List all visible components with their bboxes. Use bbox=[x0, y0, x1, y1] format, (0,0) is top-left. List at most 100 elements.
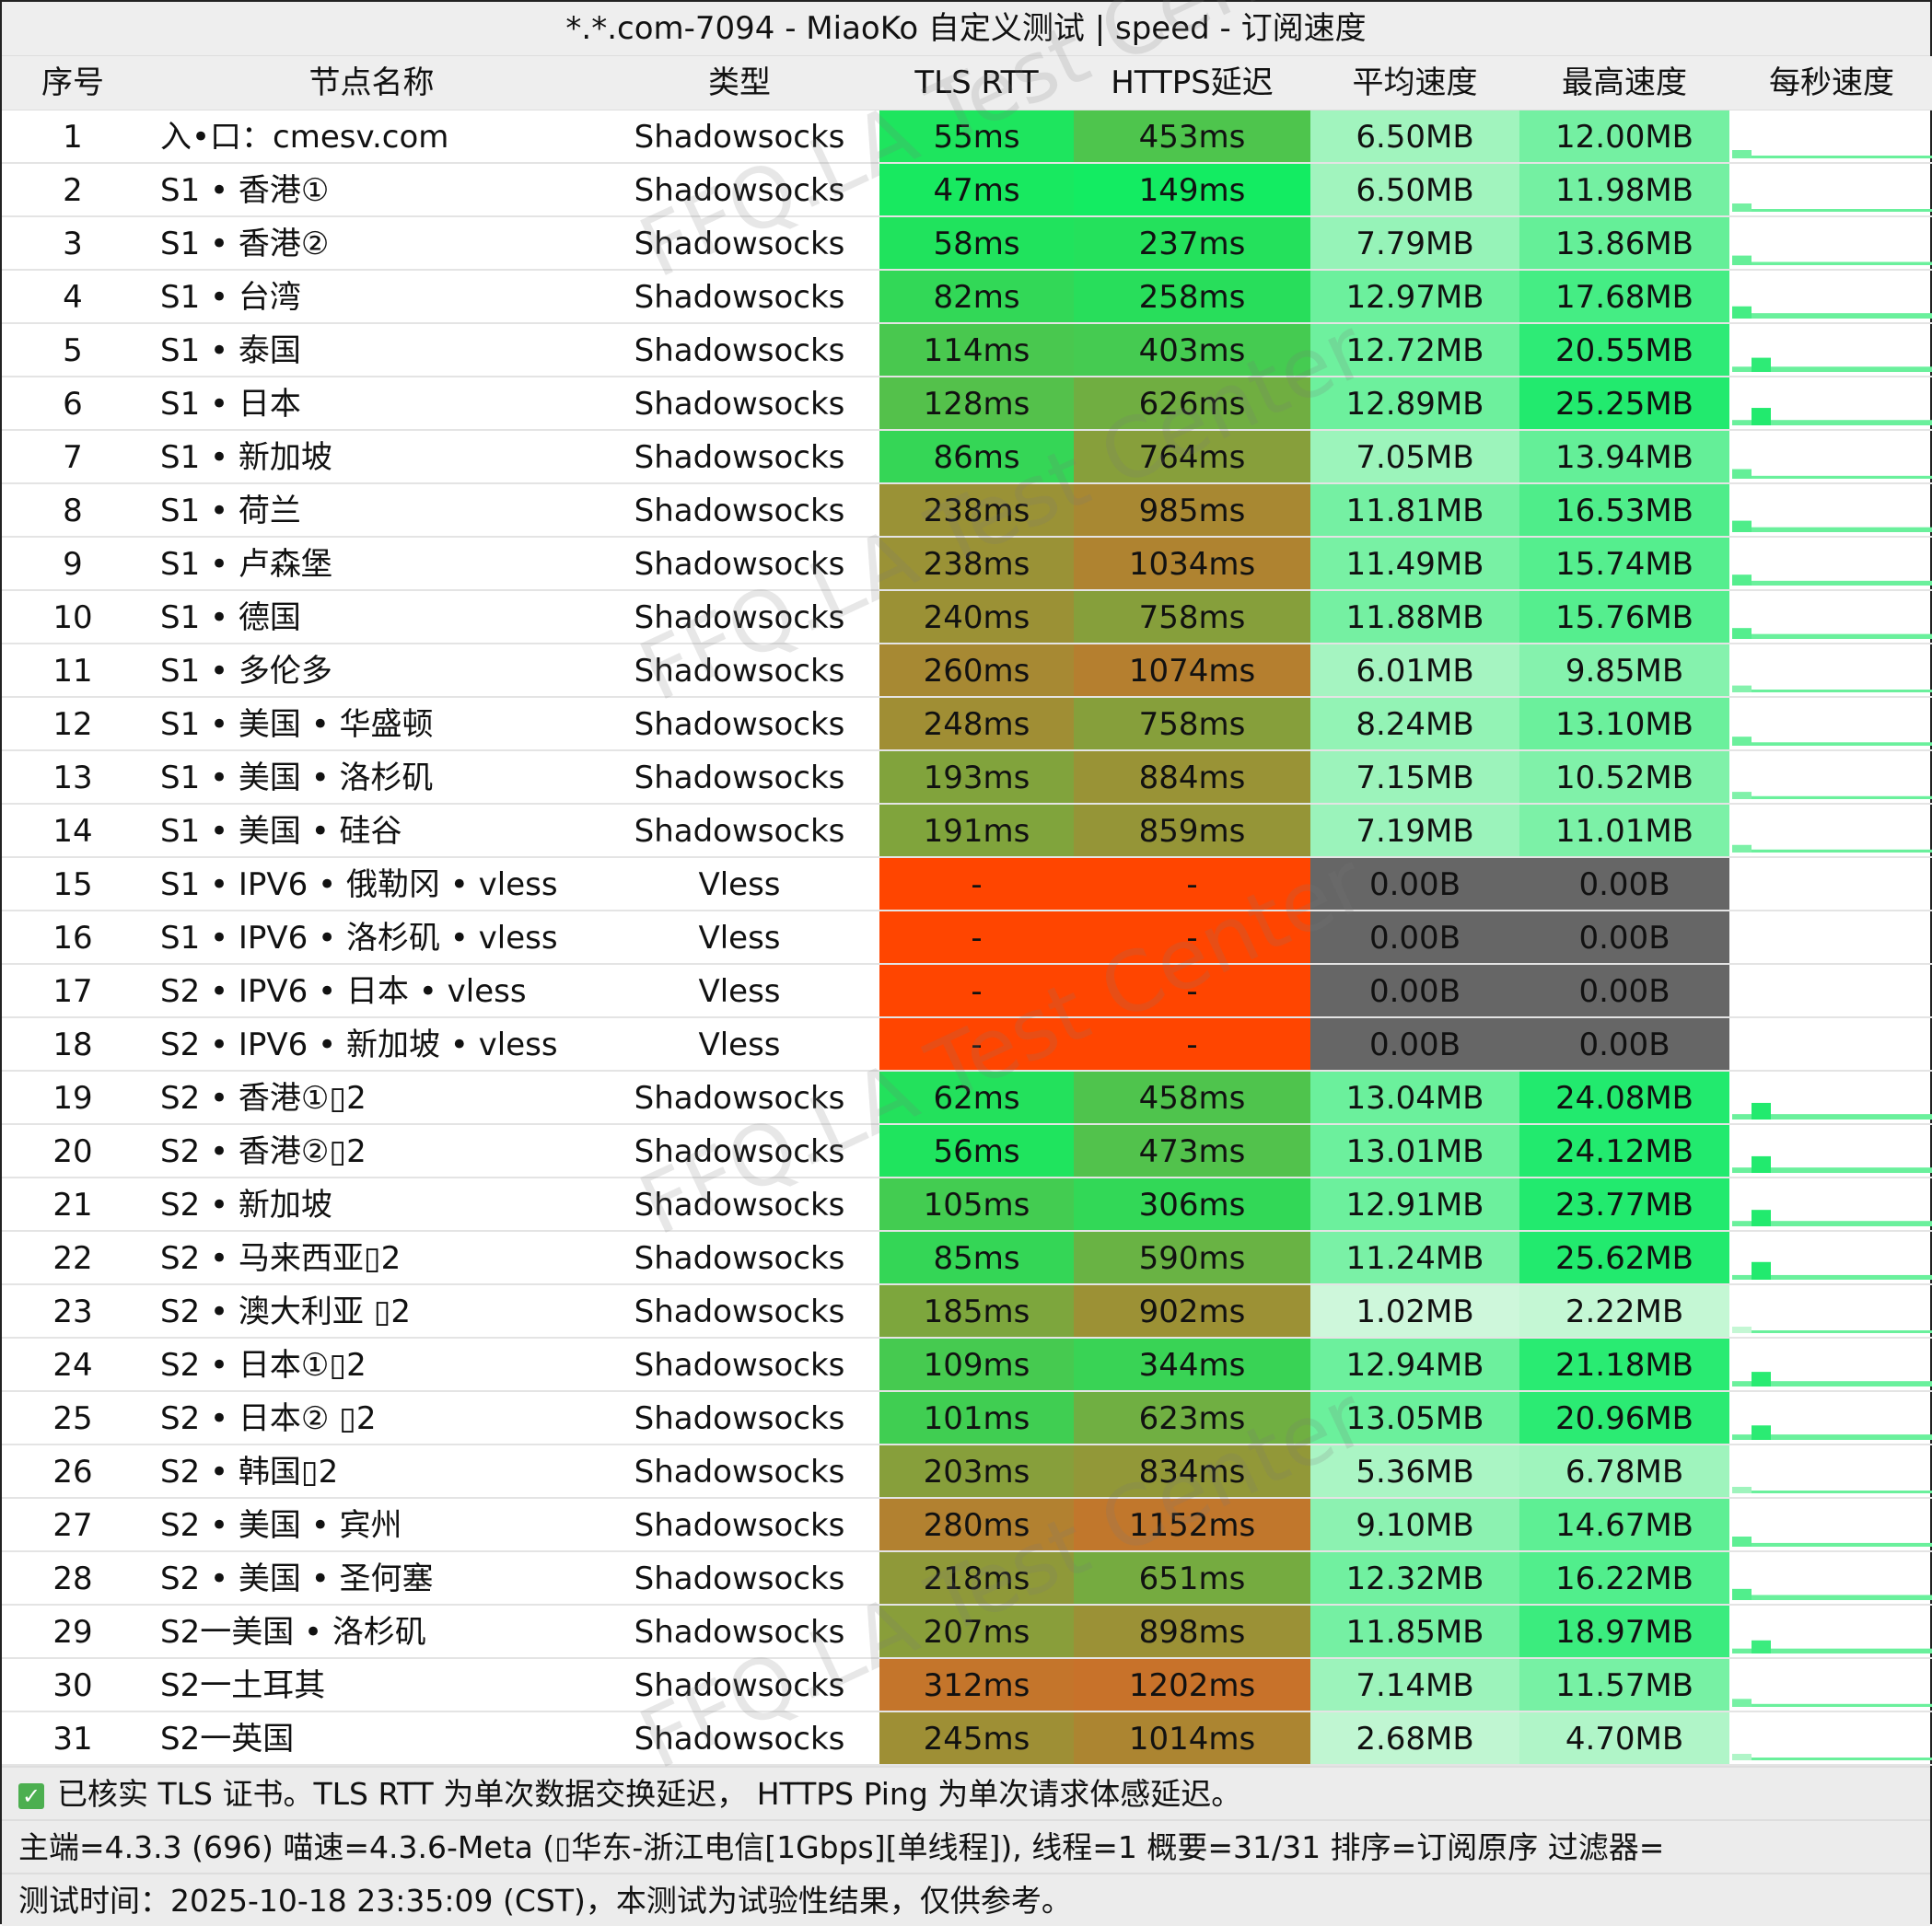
https-latency-cell: 898ms bbox=[1074, 1606, 1310, 1659]
node-type: Shadowsocks bbox=[599, 217, 879, 271]
node-name: S1 • 香港② bbox=[144, 217, 599, 271]
sparkline-peak bbox=[1752, 1425, 1771, 1440]
sparkline-baseline bbox=[1732, 1114, 1932, 1120]
table-row: 15 S1 • IPV6 • 俄勒冈 • vless Vless - -0.00B 0.0… bbox=[2, 858, 1932, 911]
speed-sparkline bbox=[1729, 1552, 1932, 1606]
https-latency-cell: 758ms bbox=[1074, 698, 1310, 751]
speed-sparkline bbox=[1729, 377, 1932, 431]
node-name: S2一土耳其 bbox=[144, 1659, 599, 1712]
row-index: 24 bbox=[2, 1339, 144, 1392]
row-index: 31 bbox=[2, 1712, 144, 1766]
node-name: S1 • 美国 • 洛杉矶 bbox=[144, 751, 599, 805]
row-index: 10 bbox=[2, 591, 144, 644]
avg-speed-cell: 5.36MB bbox=[1310, 1445, 1519, 1499]
header-max-speed: 最高速度 bbox=[1519, 56, 1729, 110]
tls-rtt-cell: 82ms bbox=[879, 271, 1074, 324]
speed-sparkline bbox=[1729, 1339, 1932, 1392]
avg-speed-cell: 11.85MB bbox=[1310, 1606, 1519, 1659]
node-type: Shadowsocks bbox=[599, 1552, 879, 1606]
max-speed-cell: 23.77MB bbox=[1519, 1178, 1729, 1232]
node-type: Shadowsocks bbox=[599, 698, 879, 751]
sparkline-peak bbox=[1732, 203, 1752, 212]
row-index: 29 bbox=[2, 1606, 144, 1659]
node-name: S2 • 新加坡 bbox=[144, 1178, 599, 1232]
avg-speed-cell: 7.19MB bbox=[1310, 805, 1519, 858]
avg-speed-cell: 8.24MB bbox=[1310, 698, 1519, 751]
header-index: 序号 bbox=[2, 56, 144, 110]
speed-sparkline bbox=[1729, 1178, 1932, 1232]
tls-rtt-cell: 114ms bbox=[879, 324, 1074, 377]
sparkline-baseline bbox=[1732, 261, 1932, 265]
row-index: 4 bbox=[2, 271, 144, 324]
max-speed-cell: 25.25MB bbox=[1519, 377, 1729, 431]
sparkline-baseline bbox=[1732, 1595, 1932, 1600]
row-index: 20 bbox=[2, 1125, 144, 1178]
speed-sparkline bbox=[1729, 965, 1932, 1018]
speed-sparkline bbox=[1729, 1125, 1932, 1178]
footer-test-time: 测试时间：2025-10-18 23:35:09 (CST)，本测试为试验性结果… bbox=[2, 1873, 1930, 1926]
row-index: 11 bbox=[2, 644, 144, 698]
speed-sparkline bbox=[1729, 751, 1932, 805]
table-row: 22 S2 • 马来西亚▯2 Shadowsocks 85ms 590ms 11.24MB… bbox=[2, 1232, 1932, 1285]
sparkline-baseline bbox=[1732, 366, 1932, 372]
tls-rtt-cell: 62ms bbox=[879, 1072, 1074, 1125]
sparkline-peak bbox=[1732, 520, 1752, 532]
table-row: 17 S2 • IPV6 • 日本 • vless Vless - -0.00B 0.00… bbox=[2, 965, 1932, 1018]
header-https-latency: HTTPS延迟 bbox=[1074, 56, 1310, 110]
https-latency-cell: 1034ms bbox=[1074, 538, 1310, 591]
avg-speed-cell: 6.01MB bbox=[1310, 644, 1519, 698]
node-name: S2 • 日本①▯2 bbox=[144, 1339, 599, 1392]
table-row: 8 S1 • 荷兰 Shadowsocks 238ms 985ms 11.81MB 16.5… bbox=[2, 484, 1932, 538]
row-index: 3 bbox=[2, 217, 144, 271]
node-type: Vless bbox=[599, 965, 879, 1018]
sparkline-peak bbox=[1732, 792, 1752, 799]
tls-rtt-cell: 280ms bbox=[879, 1499, 1074, 1552]
node-type: Shadowsocks bbox=[599, 1072, 879, 1125]
max-speed-cell: 13.86MB bbox=[1519, 217, 1729, 271]
sparkline-peak bbox=[1752, 357, 1771, 372]
speed-sparkline bbox=[1729, 1285, 1932, 1339]
sparkline-peak bbox=[1752, 1155, 1771, 1173]
row-index: 19 bbox=[2, 1072, 144, 1125]
sparkline-baseline bbox=[1732, 742, 1932, 746]
avg-speed-cell: 0.00B bbox=[1310, 965, 1519, 1018]
node-name: S2一英国 bbox=[144, 1712, 599, 1766]
sparkline-baseline bbox=[1732, 633, 1932, 639]
speed-sparkline bbox=[1729, 1018, 1932, 1072]
max-speed-cell: 11.98MB bbox=[1519, 164, 1729, 217]
avg-speed-cell: 0.00B bbox=[1310, 858, 1519, 911]
max-speed-cell: 12.00MB bbox=[1519, 110, 1729, 164]
sparkline-peak bbox=[1732, 150, 1752, 158]
table-row: 18 S2 • IPV6 • 新加坡 • vless Vless - -0.00B 0.0… bbox=[2, 1018, 1932, 1072]
node-type: Shadowsocks bbox=[599, 751, 879, 805]
row-index: 28 bbox=[2, 1552, 144, 1606]
sparkline-baseline bbox=[1732, 209, 1932, 212]
sparkline-peak bbox=[1732, 1487, 1752, 1493]
max-speed-cell: 0.00B bbox=[1519, 965, 1729, 1018]
speed-sparkline bbox=[1729, 911, 1932, 965]
speed-sparkline bbox=[1729, 538, 1932, 591]
node-type: Shadowsocks bbox=[599, 1606, 879, 1659]
https-latency-cell: 237ms bbox=[1074, 217, 1310, 271]
speed-sparkline bbox=[1729, 484, 1932, 538]
node-type: Vless bbox=[599, 1018, 879, 1072]
node-type: Shadowsocks bbox=[599, 377, 879, 431]
table-row: 14 S1 • 美国 • 硅谷 Shadowsocks 191ms 859ms 7.19M… bbox=[2, 805, 1932, 858]
sparkline-peak bbox=[1752, 1640, 1771, 1653]
row-index: 7 bbox=[2, 431, 144, 484]
sparkline-peak bbox=[1732, 1699, 1752, 1707]
node-name: S1 • 荷兰 bbox=[144, 484, 599, 538]
max-speed-cell: 11.01MB bbox=[1519, 805, 1729, 858]
node-name: S2 • IPV6 • 日本 • vless bbox=[144, 965, 599, 1018]
https-latency-cell: 626ms bbox=[1074, 377, 1310, 431]
table-row: 29 S2一美国 • 洛杉矶 Shadowsocks 207ms 898ms 11.85M… bbox=[2, 1606, 1932, 1659]
node-name: S1 • 新加坡 bbox=[144, 431, 599, 484]
row-index: 5 bbox=[2, 324, 144, 377]
node-type: Shadowsocks bbox=[599, 271, 879, 324]
avg-speed-cell: 1.02MB bbox=[1310, 1285, 1519, 1339]
checkbox-checked-icon: ✓ bbox=[18, 1782, 44, 1809]
node-name: S1 • 美国 • 硅谷 bbox=[144, 805, 599, 858]
https-latency-cell: 651ms bbox=[1074, 1552, 1310, 1606]
sparkline-baseline bbox=[1732, 1381, 1932, 1386]
node-type: Shadowsocks bbox=[599, 644, 879, 698]
